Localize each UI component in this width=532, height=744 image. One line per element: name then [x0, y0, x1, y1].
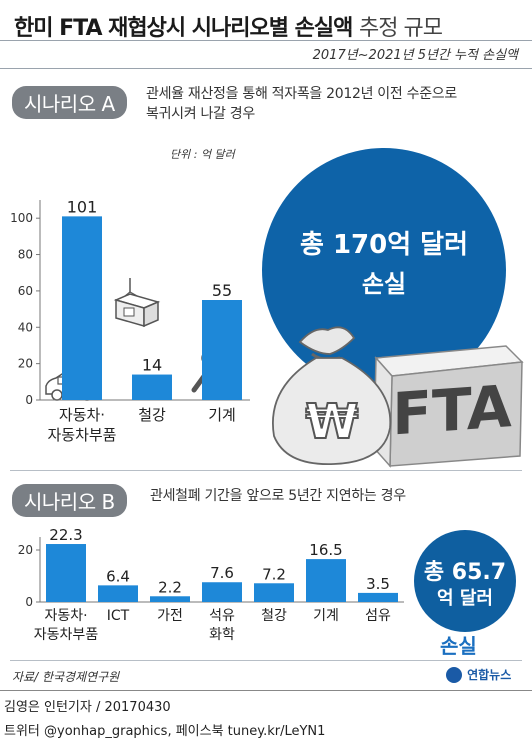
chart-b-value-label: 7.2 — [262, 565, 286, 583]
chart-b-value-label: 3.5 — [366, 575, 390, 593]
scenario-a-desc-2: 복귀시켜 나갈 경우 — [146, 106, 255, 122]
won-symbol: ₩ — [306, 394, 359, 450]
source-text: 자료/ 한국경제연구원 — [12, 670, 120, 684]
chart-b-bar — [150, 596, 190, 602]
credit-divider — [0, 690, 532, 691]
chart-a-category-label: 자동차· — [59, 406, 105, 424]
chart-b-category-label: 가전 — [157, 608, 183, 624]
chart-b-bar — [254, 583, 294, 602]
yonhap-logo: 연합뉴스 — [446, 664, 511, 683]
page-subtitle: 2017년~2021년 5년간 누적 손실액 — [312, 48, 518, 63]
chart-b-value-label: 6.4 — [106, 567, 130, 585]
scenario-b-total-unit: 억 달러 — [437, 588, 493, 609]
money-bag-fta-illustration: FTA ₩ — [272, 326, 524, 468]
sns-credit: 트위터 @yonhap_graphics, 페이스북 tuney.kr/LeYN… — [4, 724, 326, 739]
scenario-divider — [10, 470, 522, 471]
chart-a-bar — [62, 216, 102, 400]
reporter-credit: 김영은 인턴기자 / 20170430 — [4, 700, 171, 715]
scenario-a-unit: 단위 : 억 달러 — [170, 148, 235, 161]
chart-b-category-label: 자동차부품 — [34, 627, 99, 643]
chart-a-category-label: 철강 — [138, 406, 166, 424]
chart-a-bar — [132, 374, 172, 400]
scenario-a-label: 시나리오 A — [12, 86, 127, 119]
chart-b-category-label: 섬유 — [365, 608, 391, 624]
chart-a-value-label: 14 — [142, 356, 162, 375]
chart-a-category-label: 자동차부품 — [47, 426, 116, 444]
chart-a-y-tick-label: 100 — [10, 211, 33, 225]
chart-b-category-label: 기계 — [313, 608, 339, 624]
chart-b-bar — [202, 582, 242, 602]
chart-a-y-tick-label: 60 — [18, 284, 33, 298]
chart-a-value-label: 55 — [212, 281, 232, 300]
scenario-a-total: 총 170억 달러 — [299, 230, 469, 260]
title-main: 한미 FTA 재협상시 시나리오별 손실액 — [14, 16, 353, 41]
steel-beam-icon — [113, 278, 161, 328]
header-divider — [0, 40, 532, 41]
fta-block-icon: FTA — [373, 345, 524, 468]
scenario-a-loss: 손실 — [361, 270, 407, 298]
chart-b-bar — [98, 585, 138, 602]
title-light: 추정 규모 — [359, 16, 443, 41]
chart-b-value-label: 7.6 — [210, 564, 234, 582]
subtitle-divider — [0, 68, 532, 69]
chart-a-y-tick-label: 0 — [25, 393, 33, 407]
chart-b-bar — [46, 544, 86, 602]
scenario-b-total-circle: 총 65.7 억 달러 — [414, 530, 516, 632]
chart-b-bar — [358, 592, 398, 602]
chart-b-category-label: 자동차· — [44, 608, 87, 624]
yonhap-logo-icon — [446, 666, 462, 683]
chart-a-y-tick-label: 80 — [18, 248, 33, 262]
page-title: 한미 FTA 재협상시 시나리오별 손실액 추정 규모 — [14, 10, 443, 42]
footer-divider — [10, 660, 522, 661]
chart-b-value-label: 16.5 — [309, 541, 342, 559]
chart-a-value-label: 101 — [67, 197, 98, 216]
chart-b-category-label: ICT — [107, 608, 130, 624]
chart-b-category-label: 화학 — [209, 627, 235, 643]
chart-a-category-label: 기계 — [208, 406, 236, 424]
scenario-a-desc-1: 관세율 재산정을 통해 적자폭을 2012년 이전 수준으로 — [146, 86, 457, 102]
chart-b-y-tick-label: 0 — [25, 595, 33, 609]
chart-b-y-tick-label: 20 — [18, 543, 33, 557]
chart-b-value-label: 22.3 — [49, 526, 82, 544]
chart-a-y-tick-label: 20 — [18, 357, 33, 371]
chart-a-bar — [202, 300, 242, 400]
money-bag-icon: ₩ — [272, 326, 392, 465]
yonhap-logo-text: 연합뉴스 — [467, 668, 512, 682]
scenario-b-loss: 손실 — [440, 634, 477, 658]
chart-b-category-label: 철강 — [261, 608, 287, 624]
scenario-b-total: 총 65.7 — [423, 560, 507, 585]
scenario-a-chart: 0 20 40 60 80 100 101 자동차· 자동차부품 14 철강 55 기계 — [10, 197, 250, 444]
fta-text: FTA — [392, 372, 512, 448]
chart-b-value-label: 2.2 — [158, 578, 182, 596]
scenario-b-label: 시나리오 B — [12, 484, 127, 517]
chart-a-y-tick-label: 40 — [18, 320, 33, 334]
scenario-b-desc: 관세철폐 기간을 앞으로 5년간 지연하는 경우 — [150, 488, 406, 504]
chart-b-bar — [306, 559, 346, 602]
chart-b-category-label: 석유 — [209, 608, 235, 624]
